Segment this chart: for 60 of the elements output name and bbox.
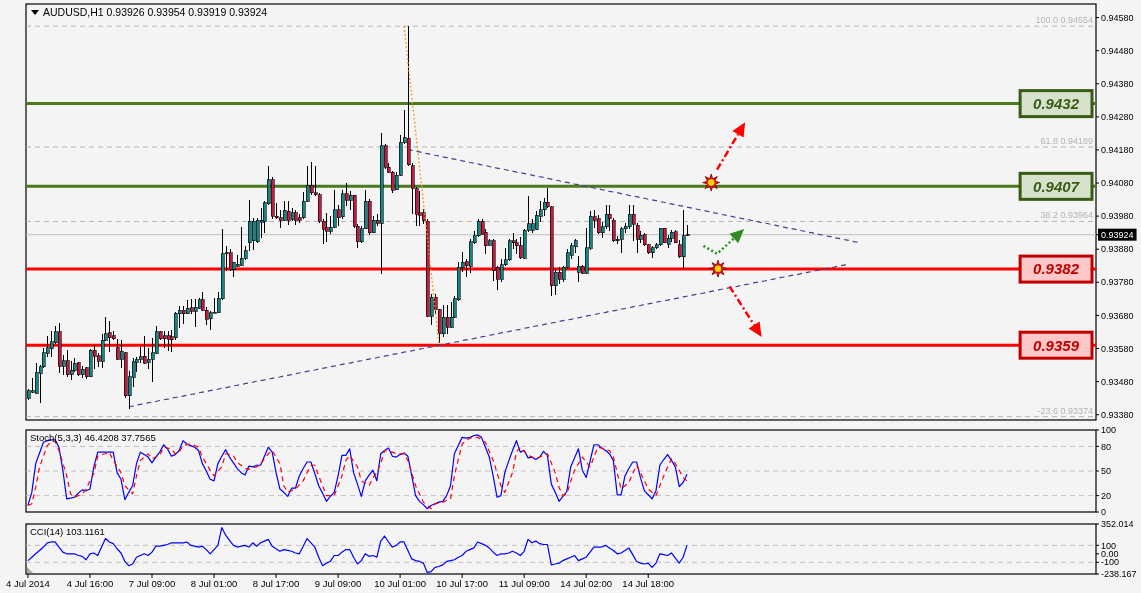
candlestick [208, 310, 213, 331]
candlestick [596, 214, 601, 235]
ref-line-label: 61.8 0.94189 [1040, 135, 1093, 146]
candlestick [251, 217, 256, 251]
y-tick-label: -238.167 [1101, 569, 1137, 580]
candlestick [445, 304, 450, 335]
ref-line-label: -23.6 0.93374 [1037, 405, 1093, 416]
candlestick [228, 248, 233, 272]
ref-line-label: 0.9407 [1033, 177, 1080, 195]
y-tick-label: 0.94580 [1101, 12, 1134, 23]
ref-line-label: 0.9382 [1033, 260, 1080, 278]
y-tick-label: 0.93380 [1101, 409, 1134, 420]
x-tick-label: 10 Jul 17:00 [436, 578, 489, 589]
candlestick [449, 301, 454, 329]
y-tick-label: 100 [1101, 540, 1117, 551]
candlestick [49, 330, 54, 358]
x-tick-label: 7 Jul 09:00 [128, 578, 176, 589]
y-tick-label: 0.93480 [1101, 376, 1134, 387]
y-tick-label: 0 [1101, 507, 1107, 518]
chart-title: AUDUSD,H1 0.93926 0.93954 0.93919 0.93924 [43, 6, 268, 18]
x-tick-label: 14 Jul 18:00 [622, 578, 675, 589]
y-tick-label: 50 [1101, 466, 1112, 477]
candlestick [441, 304, 446, 338]
y-tick-label: 0.94380 [1101, 78, 1134, 89]
x-tick-label: 9 Jul 09:00 [314, 578, 362, 589]
y-tick-label: 0.93780 [1101, 277, 1134, 288]
y-tick-label: 0.94080 [1101, 178, 1134, 189]
line-series [27, 526, 688, 574]
y-tick-label: 100 [1101, 425, 1117, 436]
y-tick-label: -100 [1101, 557, 1120, 568]
y-tick-label: 0.93880 [1101, 244, 1134, 255]
candlestick [65, 349, 70, 378]
x-tick-label: 4 Jul 16:00 [66, 578, 114, 589]
y-tick-label: 0.94280 [1101, 112, 1134, 122]
x-tick-label: 8 Jul 17:00 [252, 578, 300, 589]
y-tick-label: 80 [1101, 441, 1112, 452]
x-tick-label: 11 Jul 09:00 [498, 578, 550, 589]
chart-title: CCI(14) 103.1161 [30, 526, 105, 537]
y-tick-label: 0.93924 [1101, 229, 1134, 240]
y-tick-label: 20 [1101, 490, 1112, 501]
x-tick-label: 8 Jul 01:00 [190, 578, 238, 589]
y-tick-label: 352.014 [1101, 519, 1134, 530]
ref-line-label: 0.9432 [1033, 95, 1080, 113]
y-tick-label: 0.94480 [1101, 45, 1134, 56]
line-series [128, 264, 847, 408]
x-tick-label: 10 Jul 01:00 [374, 578, 426, 589]
y-tick-label: 0.00 [1101, 548, 1119, 559]
x-tick-label: 4 Jul 2014 [6, 578, 50, 589]
ref-line-label: 0.9359 [1033, 336, 1080, 354]
x-tick-label: 14 Jul 02:00 [560, 578, 613, 589]
y-tick-label: 0.93580 [1101, 343, 1134, 354]
ref-line-label: 38.2 0.93964 [1040, 210, 1093, 221]
ref-line-label: 100.0 0.94554 [1035, 15, 1093, 26]
candlestick [324, 212, 329, 243]
candlestick [69, 360, 74, 381]
chart-title: Stoch(5,3,3) 46.4208 37.7565 [30, 432, 156, 443]
y-tick-label: 0.93980 [1101, 211, 1134, 222]
line-series [403, 25, 440, 344]
y-tick-label: 0.94180 [1101, 145, 1134, 156]
y-tick-label: 0.93680 [1101, 310, 1134, 321]
